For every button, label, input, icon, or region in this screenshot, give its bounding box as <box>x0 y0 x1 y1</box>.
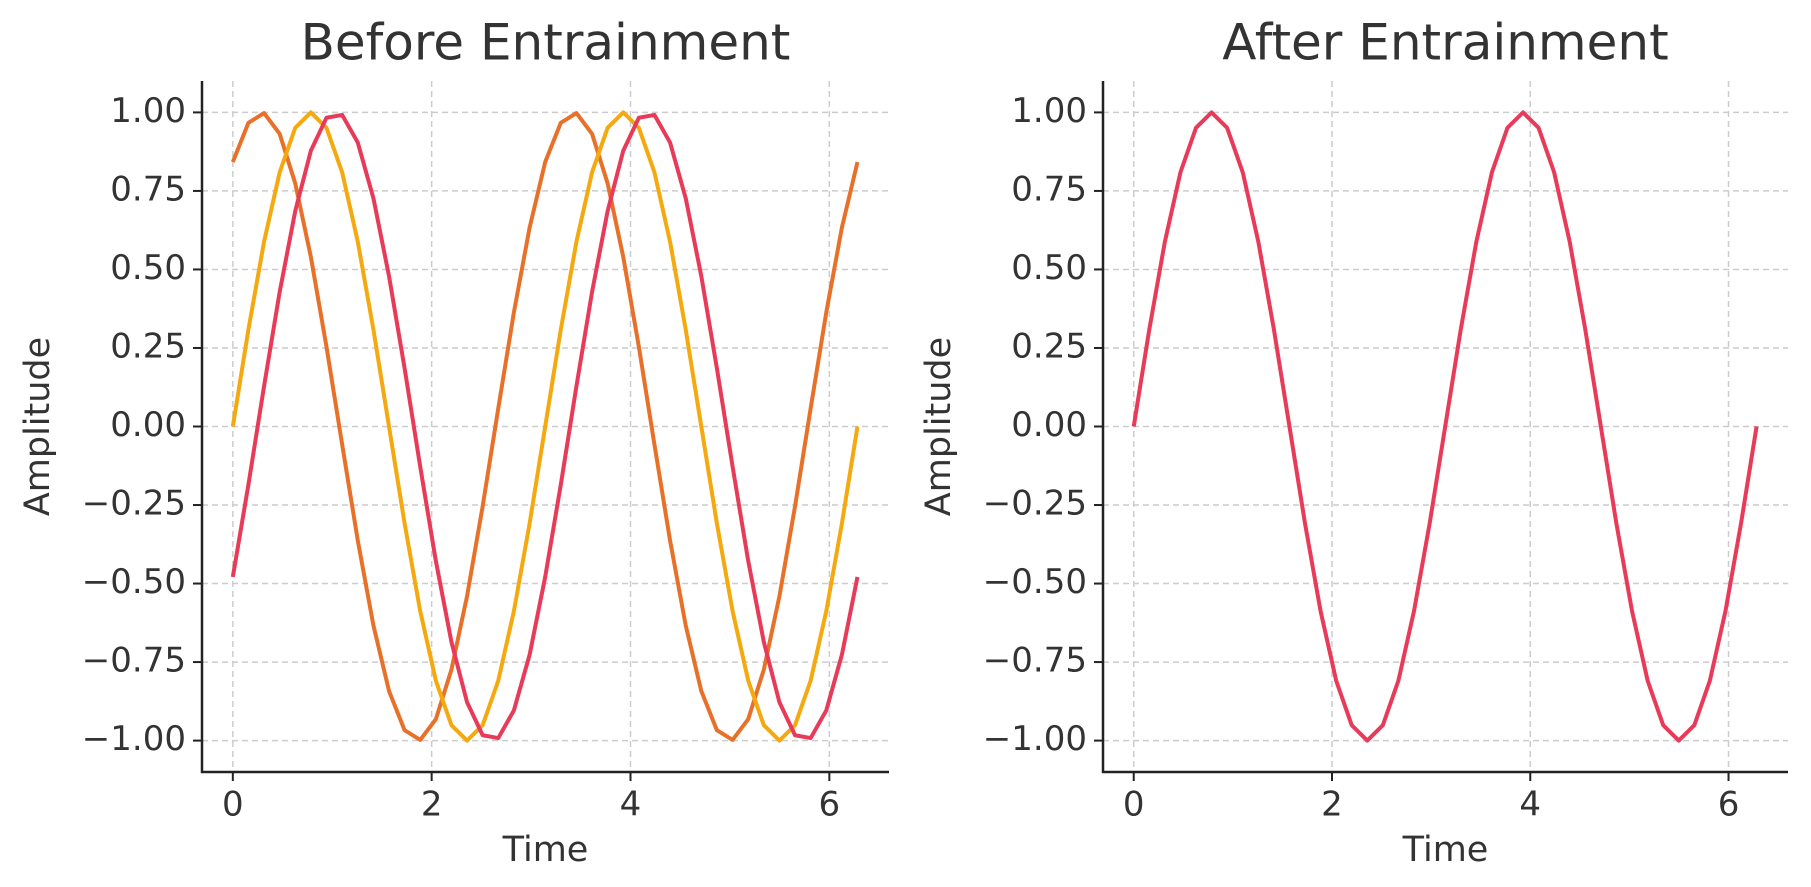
y-tick-label: 1.00 <box>110 91 186 131</box>
line-series <box>1131 110 1759 743</box>
x-axis-label: Time <box>1402 830 1489 870</box>
y-tick-label: 1.00 <box>1011 91 1087 131</box>
x-tick-label: 6 <box>1718 785 1740 825</box>
y-tick-label: −1.00 <box>82 719 186 759</box>
y-tick-label: 0.50 <box>1011 248 1087 288</box>
y-tick-label: −0.25 <box>82 484 186 524</box>
y-tick-label: 0.25 <box>1011 326 1087 366</box>
x-axis-label: Time <box>502 830 589 870</box>
chart-title: Before Entrainment <box>301 14 791 72</box>
x-tick-label: 0 <box>222 785 244 825</box>
y-tick-label: 0.75 <box>110 169 186 209</box>
x-tick-label: 4 <box>620 785 642 825</box>
line-series <box>230 110 860 743</box>
y-tick-label: −0.25 <box>983 484 1087 524</box>
x-tick-label: 4 <box>1519 785 1541 825</box>
y-tick-label: 0.00 <box>110 405 186 445</box>
y-tick-label: −0.50 <box>983 562 1087 602</box>
y-axis-label: Amplitude <box>919 337 959 516</box>
y-tick-label: −0.50 <box>82 562 186 602</box>
y-tick-label: 0.00 <box>1011 405 1087 445</box>
chart-title: After Entrainment <box>1222 14 1668 72</box>
y-tick-label: −0.75 <box>983 641 1087 681</box>
line-series <box>230 112 860 741</box>
y-tick-label: 0.75 <box>1011 169 1087 209</box>
y-tick-label: −0.75 <box>82 641 186 681</box>
y-tick-label: −1.00 <box>983 719 1087 759</box>
x-tick-label: 0 <box>1123 785 1145 825</box>
x-tick-label: 6 <box>819 785 841 825</box>
y-axis-label: Amplitude <box>18 337 58 516</box>
y-tick-label: 0.25 <box>110 326 186 366</box>
x-tick-label: 2 <box>421 785 443 825</box>
y-tick-label: 0.50 <box>110 248 186 288</box>
x-tick-label: 2 <box>1321 785 1343 825</box>
line-series <box>230 111 860 742</box>
